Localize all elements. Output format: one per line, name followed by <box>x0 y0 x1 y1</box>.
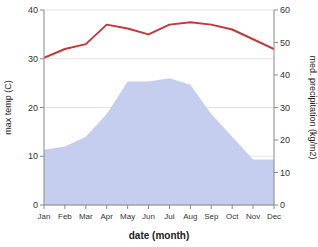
y2-tick <box>274 10 278 11</box>
y-tick <box>40 58 44 59</box>
y2-axis-title: med. precipitation (kg/m2) <box>308 55 318 159</box>
y-tick-label: 20 <box>28 103 38 113</box>
y-tick <box>40 107 44 108</box>
y2-tick-label: 10 <box>280 168 290 178</box>
area <box>44 78 274 205</box>
x-tick <box>169 205 170 209</box>
y2-axis <box>274 10 275 205</box>
x-tick <box>253 205 254 209</box>
x-tick <box>211 205 212 209</box>
x-tick <box>64 205 65 209</box>
x-tick-label: Jan <box>38 212 51 221</box>
x-tick <box>85 205 86 209</box>
x-tick <box>106 205 107 209</box>
y2-tick-label: 20 <box>280 135 290 145</box>
chart: 0 10 20 30 40 0 10 20 30 40 50 60 Jan Feb Mar Apr May Jun… <box>0 0 318 247</box>
grid-line <box>44 10 274 11</box>
x-tick <box>232 205 233 209</box>
y-tick-label: 40 <box>28 5 38 15</box>
y2-tick-label: 0 <box>280 200 285 210</box>
x-tick-label: Jul <box>164 212 174 221</box>
x-tick <box>127 205 128 209</box>
x-tick <box>190 205 191 209</box>
x-tick-label: May <box>120 212 135 221</box>
x-tick-label: Jun <box>142 212 155 221</box>
x-tick <box>44 205 45 209</box>
y-tick-label: 30 <box>28 54 38 64</box>
y-tick <box>40 205 44 206</box>
x-tick-label: Dec <box>267 212 281 221</box>
grid <box>44 10 274 205</box>
grid-line <box>44 58 274 59</box>
y2-tick-label: 50 <box>280 38 290 48</box>
y2-tick <box>274 140 278 141</box>
y-axis <box>44 10 45 205</box>
x-tick-label: Sep <box>204 212 219 221</box>
y-axis-title: max temp (C) <box>3 80 13 135</box>
x-tick-label: Oct <box>226 212 239 221</box>
plot-area <box>44 22 274 205</box>
grid-line <box>44 205 274 206</box>
x-axis-title: date (month) <box>129 230 190 241</box>
y2-tick <box>274 107 278 108</box>
x-tick <box>274 205 275 209</box>
y2-tick <box>274 75 278 76</box>
x-tick-label: Mar <box>79 212 93 221</box>
x-axis <box>44 205 274 206</box>
y-tick-label: 0 <box>33 200 38 210</box>
y2-tick-label: 40 <box>280 70 290 80</box>
x-tick-label: Feb <box>58 212 72 221</box>
y-tick <box>40 10 44 11</box>
y2-tick <box>274 172 278 173</box>
y-tick <box>40 156 44 157</box>
x-tick-label: Aug <box>183 212 197 221</box>
line <box>44 22 274 58</box>
y2-tick <box>274 205 278 206</box>
y2-tick-label: 60 <box>280 5 290 15</box>
x-tick-label: Nov <box>246 212 260 221</box>
y2-tick <box>274 42 278 43</box>
x-tick <box>148 205 149 209</box>
x-tick-label: Apr <box>101 212 114 221</box>
y-tick-label: 10 <box>28 151 38 161</box>
y2-tick-label: 30 <box>280 103 290 113</box>
